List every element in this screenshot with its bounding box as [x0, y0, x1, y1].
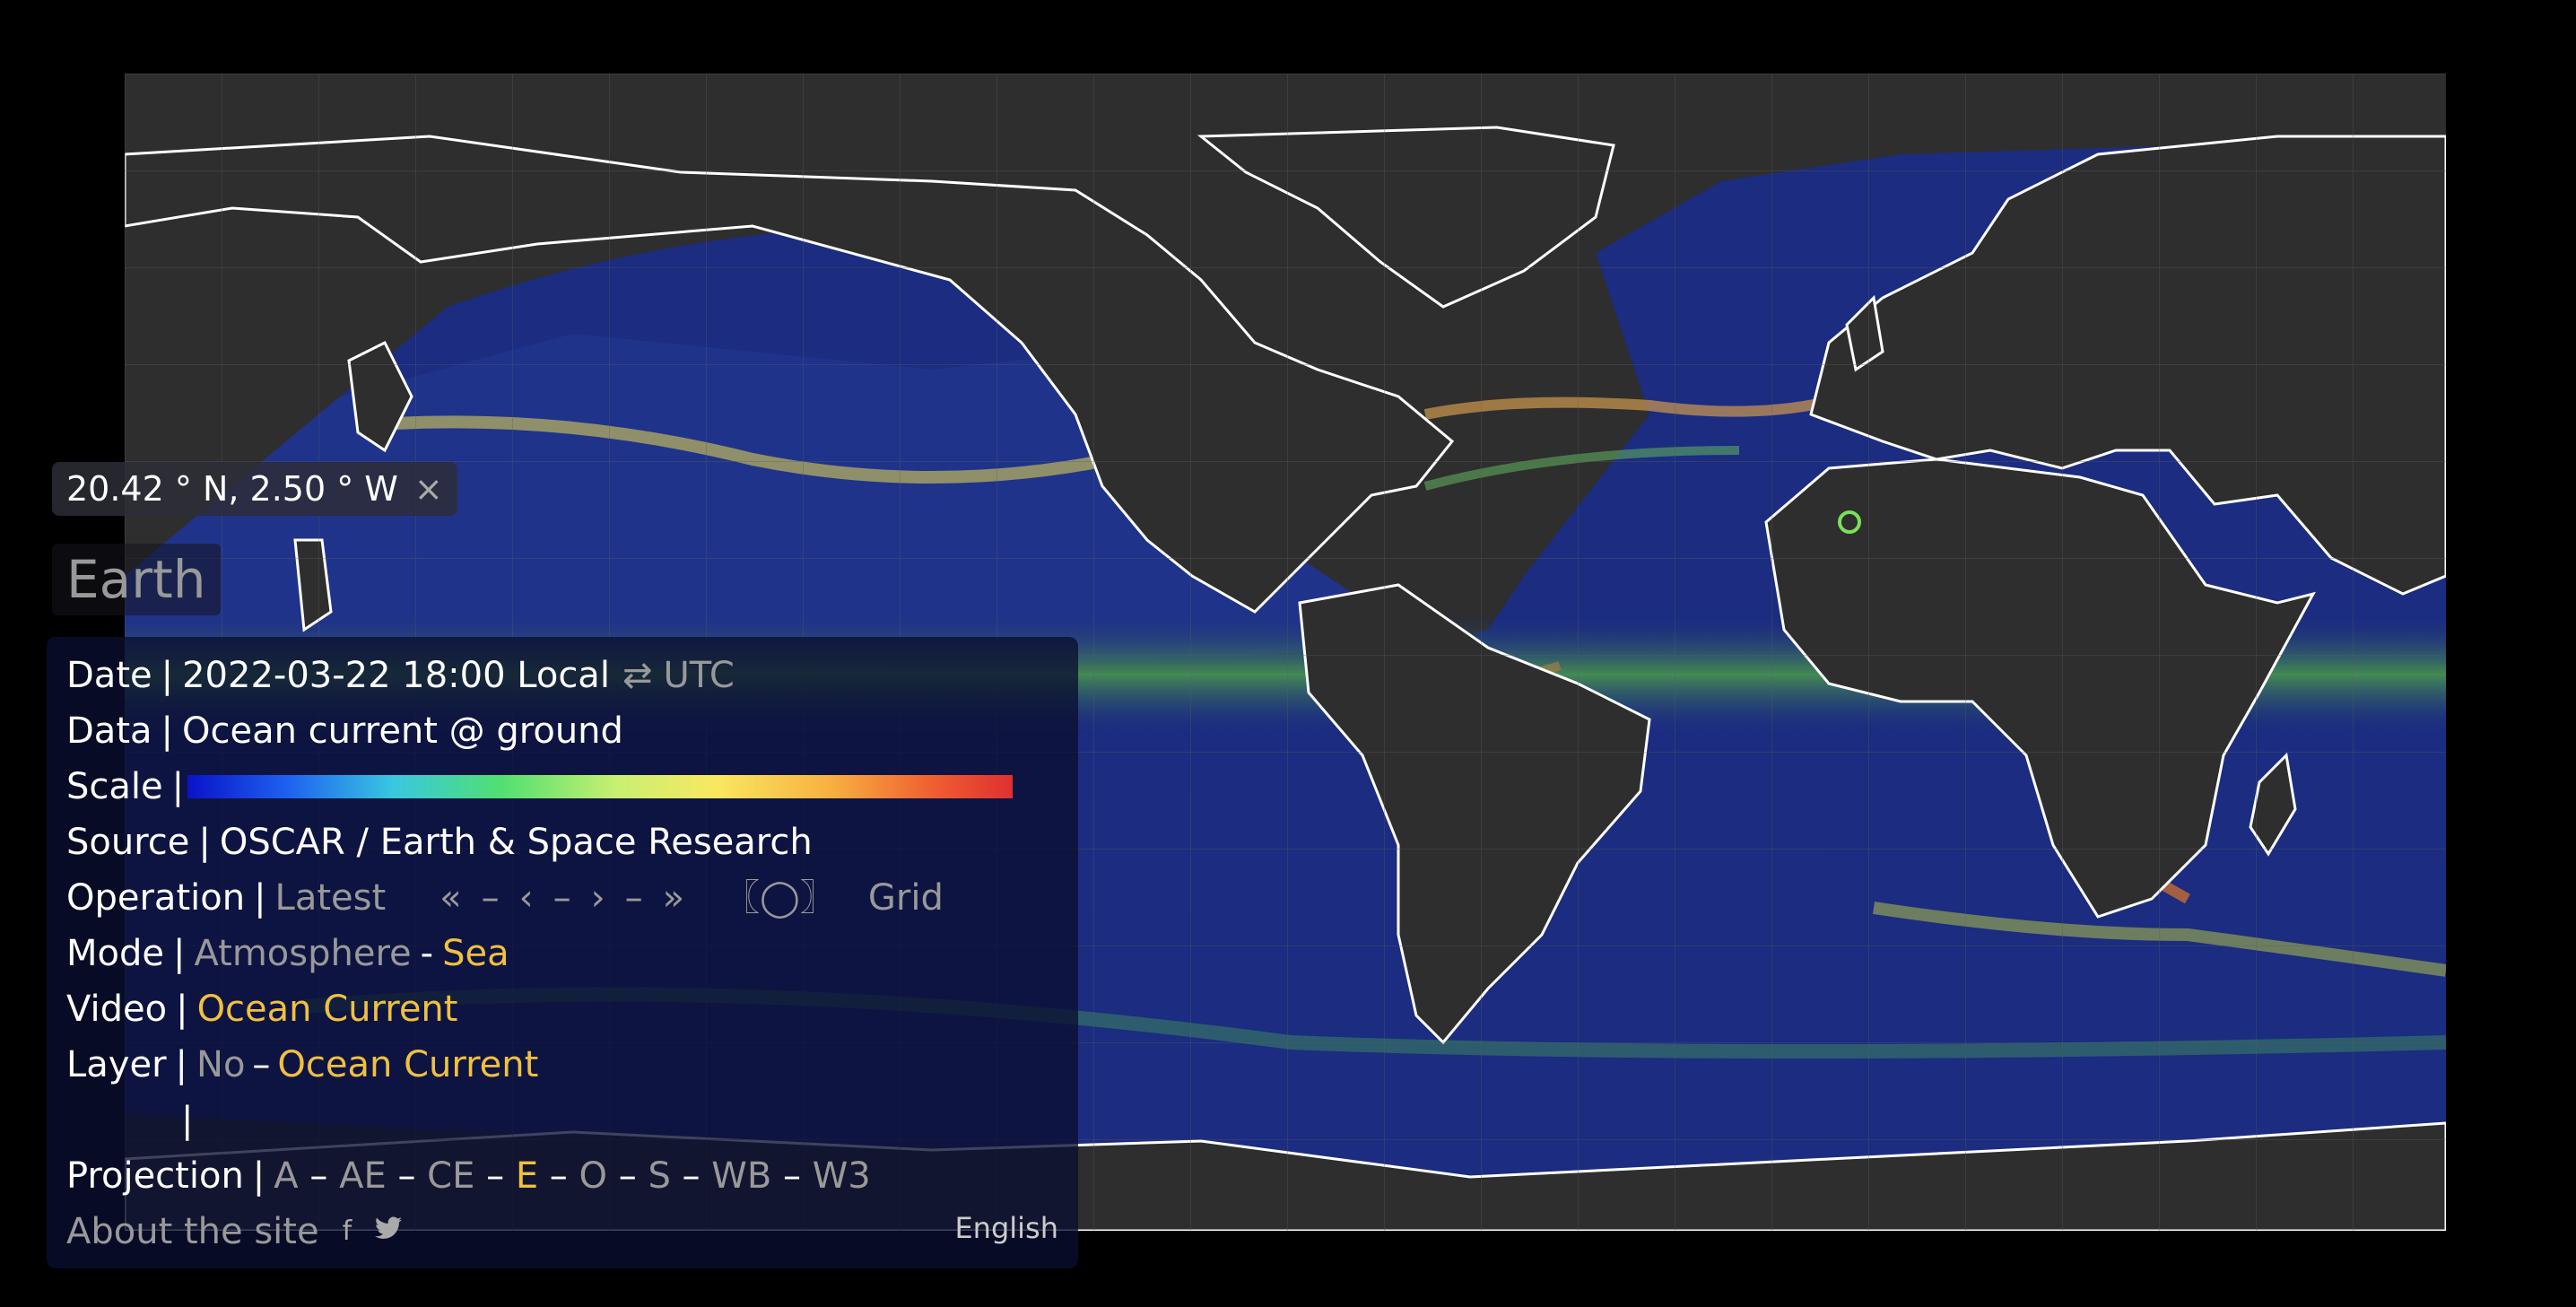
back-step-button[interactable]: ‹ [518, 877, 534, 919]
forward-day-button[interactable]: » [662, 877, 685, 919]
about-link[interactable]: About the site [66, 1211, 319, 1252]
forward-step-button[interactable]: › [590, 877, 605, 919]
back-day-button[interactable]: « [439, 877, 462, 919]
date-value[interactable]: 2022-03-22 18:00 Local [182, 655, 610, 696]
color-scale-bar[interactable] [187, 775, 1014, 798]
scale-label: Scale [66, 766, 163, 807]
mode-atmosphere[interactable]: Atmosphere [194, 933, 412, 974]
nav-separator: – [624, 877, 643, 919]
scale-row: Scale | [66, 759, 1058, 815]
layer-row: Layer | No – Ocean Current [66, 1037, 1058, 1093]
layer-ocean-current[interactable]: Ocean Current [277, 1044, 539, 1085]
operation-row: Operation | Latest « – ‹ – › – » 〖◯〗 Grid [66, 870, 1058, 926]
location-coordinates: 20.42 ° N, 2.50 ° W [66, 469, 398, 509]
operation-label: Operation [66, 877, 246, 919]
projection-option-ae[interactable]: AE [339, 1155, 387, 1197]
data-row: Data | Ocean current @ ground [66, 703, 1058, 759]
layer-separator: – [252, 1044, 271, 1085]
projection-label: Projection [66, 1155, 244, 1197]
video-row: Video | Ocean Current [66, 981, 1058, 1037]
nav-separator: – [553, 877, 571, 919]
projection-options: A – AE – CE – E – O – S – WB – W3 [274, 1148, 870, 1204]
close-icon[interactable]: × [413, 469, 443, 509]
projection-option-wb[interactable]: WB [711, 1155, 772, 1197]
projection-option-w3[interactable]: W3 [812, 1155, 871, 1197]
layer-extra-row: | [66, 1093, 1058, 1148]
projection-separator: – [386, 1155, 428, 1197]
data-label: Data [66, 710, 152, 752]
mode-sea[interactable]: Sea [442, 933, 509, 974]
mode-label: Mode [66, 933, 164, 974]
layer-none[interactable]: No [196, 1044, 246, 1085]
projection-separator: – [607, 1155, 648, 1197]
projection-row: Projection | A – AE – CE – E – O – S – WB… [66, 1148, 1058, 1204]
projection-separator: – [538, 1155, 579, 1197]
video-label: Video [66, 989, 168, 1030]
layer-extra-separator: | [181, 1100, 194, 1141]
facebook-icon[interactable]: f [342, 1216, 352, 1247]
twitter-icon[interactable] [375, 1204, 403, 1259]
language-selector[interactable]: English [954, 1211, 1058, 1245]
menu-title[interactable]: Earth [52, 544, 221, 615]
latest-button[interactable]: Latest [274, 877, 387, 919]
locate-icon[interactable]: 〖◯〗 [724, 877, 836, 919]
source-row: Source | OSCAR / Earth & Space Research [66, 815, 1058, 870]
video-ocean-current[interactable]: Ocean Current [196, 989, 458, 1030]
projection-option-a[interactable]: A [274, 1155, 299, 1197]
projection-separator: – [298, 1155, 340, 1197]
control-panel: Date | 2022-03-22 18:00 Local ⇄ UTC Data |… [47, 637, 1078, 1268]
projection-separator: – [670, 1155, 712, 1197]
source-value: OSCAR / Earth & Space Research [219, 822, 813, 863]
utc-toggle[interactable]: UTC [663, 655, 735, 696]
swap-icon[interactable]: ⇄ [622, 655, 653, 696]
projection-option-ce[interactable]: CE [427, 1155, 475, 1197]
date-row: Date | 2022-03-22 18:00 Local ⇄ UTC [66, 648, 1058, 703]
data-value: Ocean current @ ground [182, 710, 623, 752]
location-readout: 20.42 ° N, 2.50 ° W × [52, 462, 457, 516]
mode-separator: - [420, 933, 434, 974]
about-row: About the site f [66, 1204, 1058, 1259]
nav-separator: – [481, 877, 500, 919]
mode-row: Mode | Atmosphere - Sea [66, 926, 1058, 981]
projection-separator: – [771, 1155, 813, 1197]
projection-option-s[interactable]: S [648, 1155, 671, 1197]
source-label: Source [66, 822, 190, 863]
projection-separator: – [474, 1155, 516, 1197]
projection-option-o[interactable]: O [579, 1155, 608, 1197]
date-label: Date [66, 655, 152, 696]
projection-option-e[interactable]: E [515, 1155, 539, 1197]
layer-label: Layer [66, 1044, 167, 1085]
grid-toggle[interactable]: Grid [867, 877, 944, 919]
location-marker [1838, 510, 1861, 534]
